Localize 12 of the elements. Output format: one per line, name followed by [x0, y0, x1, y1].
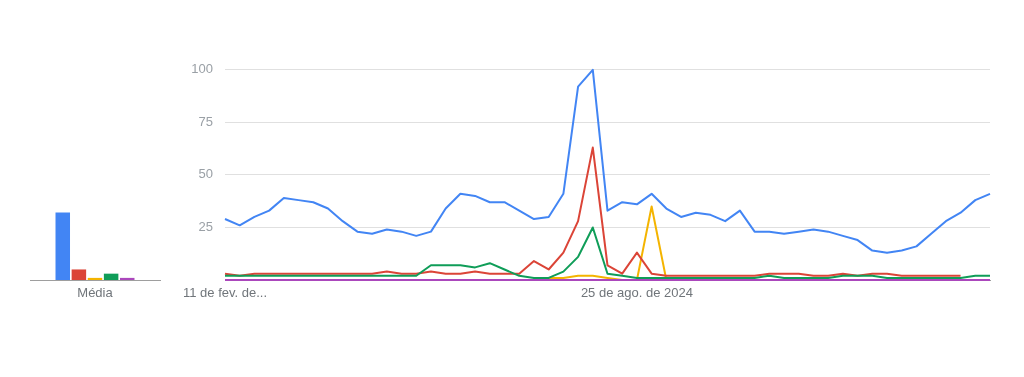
y-tick-label: 75 — [198, 113, 213, 129]
x-tick-label: Média — [77, 285, 114, 301]
bar — [55, 212, 71, 280]
y-tick-label: 50 — [198, 166, 213, 182]
y-tick-label: 25 — [198, 219, 213, 235]
y-tick-label: 100 — [191, 61, 213, 77]
x-tick-label: 25 de ago. de 2024 — [580, 285, 693, 301]
bar — [87, 277, 103, 280]
bar — [71, 269, 87, 280]
x-tick-label: 11 de fev. de... — [182, 285, 268, 301]
bar — [103, 273, 119, 280]
bar — [119, 277, 135, 280]
